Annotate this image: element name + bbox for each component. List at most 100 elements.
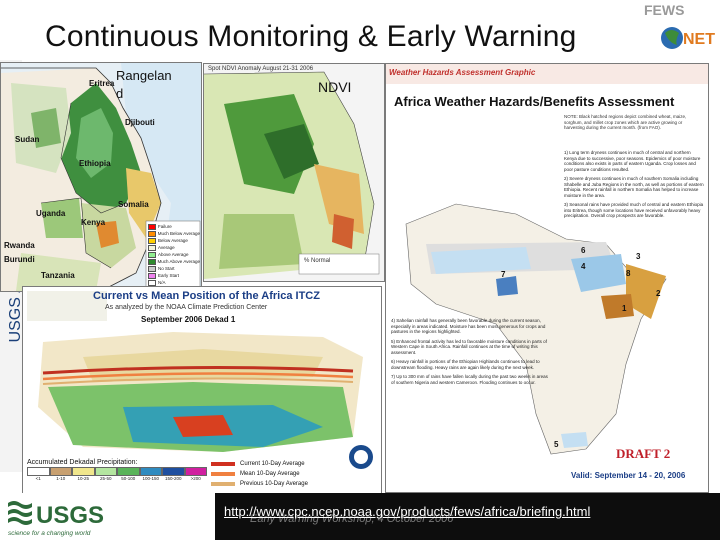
precip-swatch xyxy=(49,467,72,476)
country-label: Sudan xyxy=(15,135,40,144)
legend-item: Much Below Average xyxy=(148,230,200,237)
legend-swatch xyxy=(148,258,156,265)
whaz-items-top: 1) Long term dryness continues in much o… xyxy=(564,150,704,223)
hazard-map-number: 1 xyxy=(622,304,627,313)
legend-label: Much Below Average xyxy=(157,231,200,236)
whaz-map-numbers: 1 2 3 4 5 6 7 8 xyxy=(386,64,708,492)
hazard-item: 6) Heavy rainfall in portions of the Eth… xyxy=(391,359,540,370)
precip-scale-label: 50-100 xyxy=(121,476,136,481)
precip-scale-item: 100-150 xyxy=(139,467,162,487)
legend-swatch xyxy=(148,265,156,272)
ndvi-map-panel: Spot NDVI Anomaly August 21-31 2006 NDVI… xyxy=(203,63,385,282)
precip-swatch xyxy=(162,467,185,476)
legend-swatch xyxy=(148,279,156,286)
precip-scale-label: 150-200 xyxy=(164,476,182,481)
fews-logo-net: NET xyxy=(683,31,715,48)
legend-swatch xyxy=(148,223,156,230)
itcz-legend-label: Mean 10-Day Average xyxy=(240,471,300,477)
legend-item: Average xyxy=(148,244,200,251)
rangeland-heading-line-1: Rangelan xyxy=(116,68,172,83)
valid-dates: Valid: September 14 - 20, 2006 xyxy=(571,471,686,480)
briefing-url-link[interactable]: http://www.cpc.ncep.noaa.gov/products/fe… xyxy=(224,504,591,519)
precip-scale: <1 1-10 10-25 25-50 50-100 100-150 150-200 >200 xyxy=(27,467,207,487)
usgs-wordmark: USGS xyxy=(36,502,104,529)
itcz-subtitle: As analyzed by the NOAA Climate Predicti… xyxy=(105,304,268,311)
precip-scale-item: >200 xyxy=(184,467,207,487)
legend-item: Early Start xyxy=(148,272,200,279)
hazard-item: 1) Long term dryness continues in much o… xyxy=(564,150,701,172)
country-label: Ethiopia xyxy=(79,159,111,168)
legend-item: Failure xyxy=(148,223,200,230)
hazard-item: 3) Seasonal rains have provided much of … xyxy=(564,202,704,218)
usgs-wave-icon xyxy=(8,501,32,525)
legend-label: Early Start xyxy=(158,273,180,278)
hazard-map-number: 3 xyxy=(636,252,641,261)
hazard-map-number: 4 xyxy=(581,262,586,271)
legend-label: N/A xyxy=(158,280,166,285)
rangeland-heading-line-2: d xyxy=(116,86,124,101)
itcz-legend-swatch xyxy=(211,482,235,486)
weather-hazards-panel: Weather Hazards Assessment Graphic Afric… xyxy=(385,63,709,493)
legend-label: Above Average xyxy=(158,252,189,257)
itcz-title: Current vs Mean Position of the Africa I… xyxy=(93,290,320,302)
itcz-legend-item: Mean 10-Day Average xyxy=(211,469,351,479)
itcz-map-panel: Current vs Mean Position of the Africa I… xyxy=(22,286,382,494)
precip-swatch xyxy=(117,467,140,476)
legend-label: No Start xyxy=(158,266,175,271)
country-label: Somalia xyxy=(118,200,149,209)
ndvi-label: NDVI xyxy=(318,79,352,95)
whaz-title: Africa Weather Hazards/Benefits Assessme… xyxy=(394,94,675,109)
hazard-item: 4) Sahelian rainfall has generally been … xyxy=(391,318,546,334)
legend-swatch xyxy=(148,237,156,244)
precip-scale-label: <1 xyxy=(35,476,41,481)
precip-scale-item: 150-200 xyxy=(162,467,185,487)
precip-scale-label: 25-50 xyxy=(99,476,112,481)
draft-label: DRAFT 2 xyxy=(616,446,671,461)
usgs-logo: USGS science for a changing world xyxy=(6,497,126,537)
legend-swatch xyxy=(148,251,156,258)
legend-item: Much Above Average xyxy=(148,258,200,265)
itcz-legend-label: Current 10-Day Average xyxy=(240,461,305,467)
ndvi-scale-label: % Normal xyxy=(304,258,331,264)
legend-item: N/A xyxy=(148,279,200,286)
legend-item: No Start xyxy=(148,265,200,272)
country-label: Kenya xyxy=(81,218,106,227)
precip-scale-label: >200 xyxy=(190,476,201,481)
fews-net-logo: FEWS NET xyxy=(634,0,720,60)
whaz-header: Weather Hazards Assessment Graphic xyxy=(389,68,536,77)
rangeland-map-panel: Rangelan d Eritrea Djibouti Sudan Ethiop… xyxy=(0,62,202,292)
legend-swatch xyxy=(148,244,156,251)
usgs-tagline: science for a changing world xyxy=(8,530,91,537)
precip-scale-item: 1-10 xyxy=(49,467,72,487)
precip-scale-item: 10-25 xyxy=(72,467,95,487)
country-label: Burundi xyxy=(4,255,35,264)
precip-scale-item: 25-50 xyxy=(94,467,117,487)
itcz-legend: Current 10-Day Average Mean 10-Day Averag… xyxy=(211,459,351,489)
precip-scale-item: 50-100 xyxy=(117,467,140,487)
hazard-map-number: 8 xyxy=(626,269,631,278)
precip-label: Accumulated Dekadal Precipitation: xyxy=(27,459,138,466)
precip-scale-label: 100-150 xyxy=(142,476,159,481)
hazard-map-number: 5 xyxy=(554,440,559,449)
legend-label: Average xyxy=(158,245,175,250)
rangeland-heading: Rangelan d xyxy=(116,67,172,103)
itcz-period: September 2006 Dekad 1 xyxy=(141,315,236,324)
country-label: Uganda xyxy=(36,209,66,218)
country-label: Eritrea xyxy=(89,79,115,88)
rangeland-legend: Failure Much Below Average Below Average Av… xyxy=(148,223,200,286)
precip-scale-item: <1 xyxy=(27,467,50,487)
legend-label: Below Average xyxy=(158,238,188,243)
hazard-map-number: 7 xyxy=(501,270,506,279)
legend-item: Below Average xyxy=(148,237,200,244)
hazard-map-number: 2 xyxy=(656,289,661,298)
legend-swatch xyxy=(148,272,156,279)
slide-title: Continuous Monitoring & Early Warning xyxy=(45,20,577,53)
country-label: Djibouti xyxy=(125,118,155,127)
country-label: Tanzania xyxy=(41,271,75,280)
itcz-legend-swatch xyxy=(211,462,235,466)
precip-swatch xyxy=(27,467,50,476)
itcz-legend-label: Previous 10-Day Average xyxy=(240,481,308,487)
precip-swatch xyxy=(139,467,162,476)
precip-swatch xyxy=(72,467,95,476)
hazard-item: 2) Severe dryness continues in much of s… xyxy=(564,176,704,198)
